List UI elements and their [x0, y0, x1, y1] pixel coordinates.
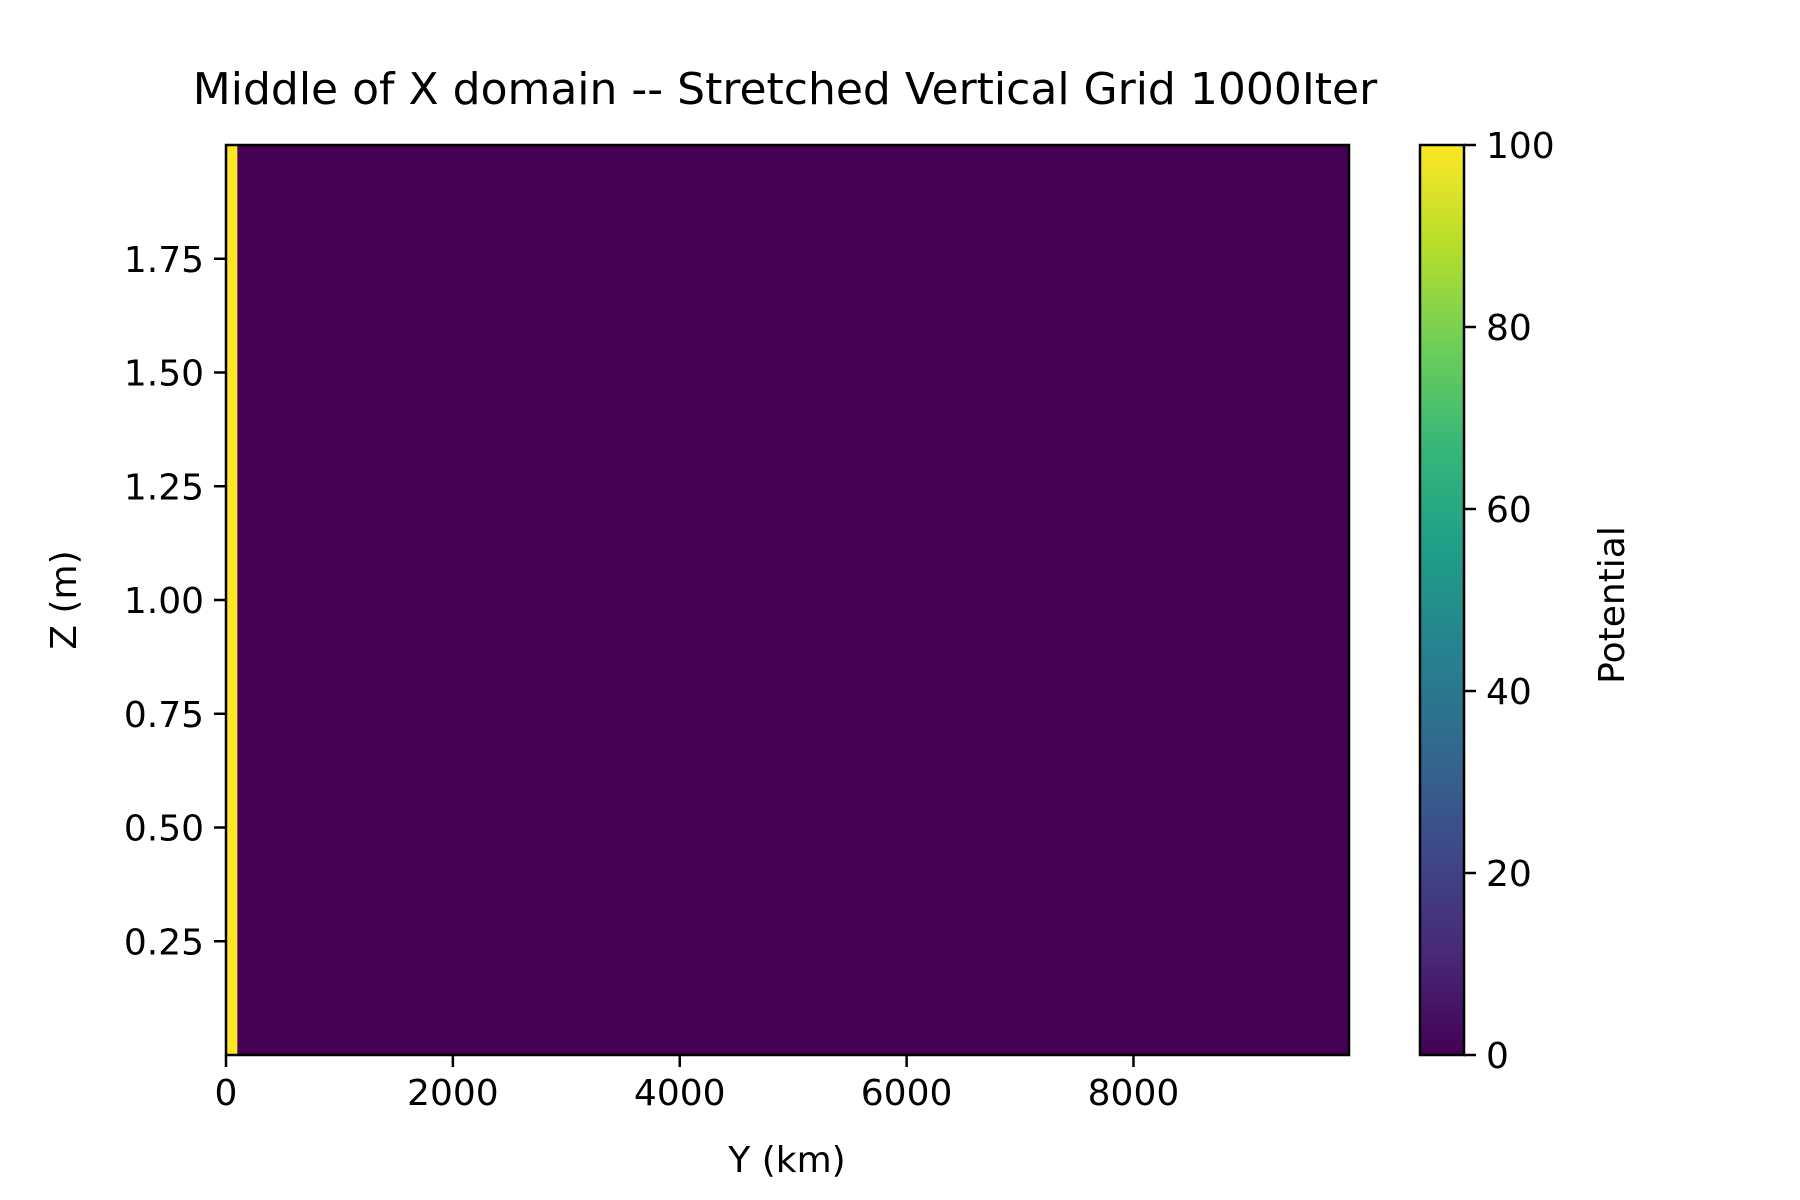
heatmap-cell [237, 145, 1350, 1055]
x-tick-label: 6000 [861, 1073, 953, 1114]
y-tick-label: 1.50 [124, 354, 204, 395]
y-tick-label: 1.00 [124, 581, 204, 622]
x-axis: 0 2000 4000 6000 8000 [215, 1055, 1180, 1114]
y-axis-label: Z (m) [44, 550, 85, 649]
y-axis: 0.25 0.50 0.75 1.00 1.25 1.50 1.75 [124, 240, 226, 963]
x-tick-label: 4000 [634, 1073, 726, 1114]
colorbar-tick-label: 20 [1486, 854, 1532, 895]
colorbar-tick-label: 60 [1486, 490, 1532, 531]
colorbar [1418, 143, 1466, 1057]
y-tick-label: 0.50 [124, 809, 204, 850]
colorbar-tick-label: 100 [1486, 126, 1555, 167]
y-tick-label: 0.75 [124, 695, 204, 736]
y-tick-label: 1.75 [124, 240, 204, 281]
y-tick-label: 0.25 [124, 922, 204, 963]
colorbar-ticks: 0 20 40 60 80 100 [1464, 126, 1555, 1077]
heatmap-cell [226, 145, 238, 1055]
colorbar-tick-label: 0 [1486, 1036, 1509, 1077]
heatmap-cells [226, 145, 1350, 1055]
x-tick-label: 2000 [407, 1073, 499, 1114]
y-tick-label: 1.25 [124, 467, 204, 508]
colorbar-label: Potential [1592, 526, 1633, 684]
colorbar-tick-label: 40 [1486, 672, 1532, 713]
chart-title: Middle of X domain -- Stretched Vertical… [193, 64, 1378, 115]
x-tick-label: 0 [215, 1073, 238, 1114]
x-axis-label: Y (km) [727, 1140, 845, 1181]
colorbar-tick-label: 80 [1486, 308, 1532, 349]
x-tick-label: 8000 [1088, 1073, 1180, 1114]
